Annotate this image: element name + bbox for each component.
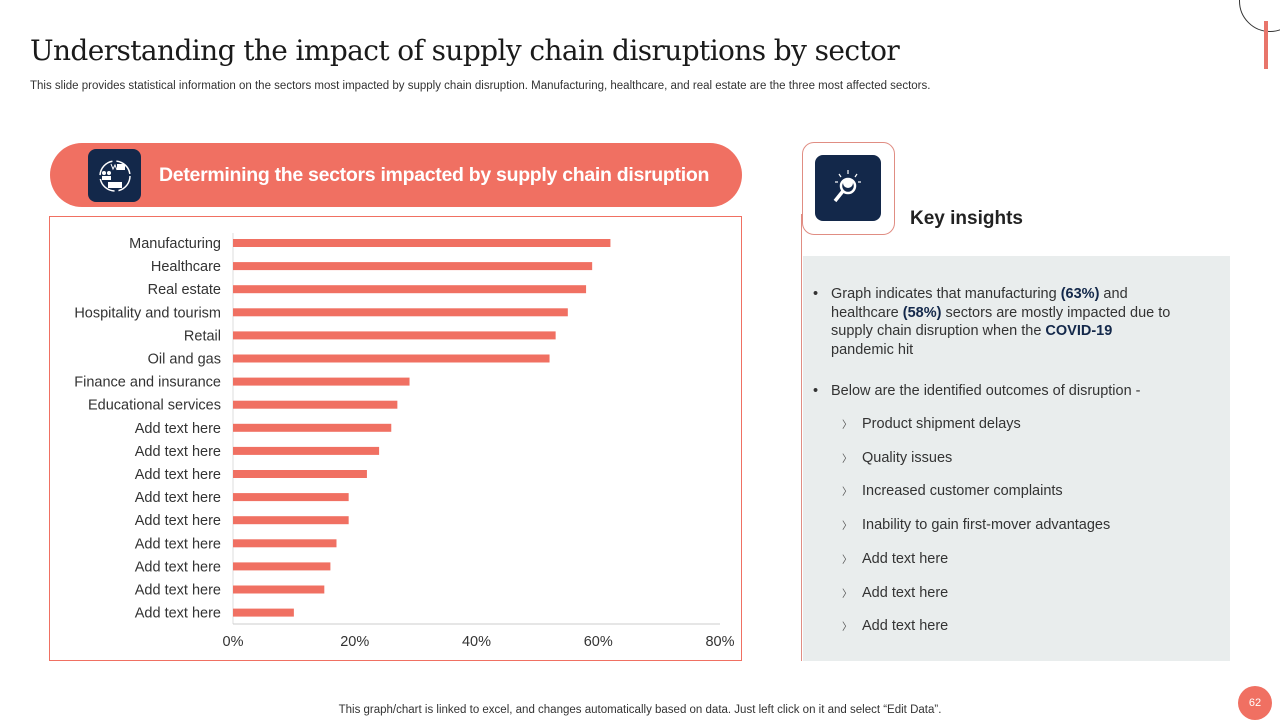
- page-subtitle: This slide provides statistical informat…: [30, 80, 931, 92]
- bar-chart: Manufacturing Healthcare Real estate Hospit…: [74, 233, 735, 650]
- key-insights-title: Key insights: [910, 208, 1023, 229]
- outcome-text: Add text here: [862, 618, 949, 635]
- bar: [233, 562, 331, 571]
- bar: [233, 331, 556, 340]
- x-tick-label: 20%: [340, 634, 369, 650]
- outcome-item: 〉 Product shipment delays: [842, 416, 1021, 432]
- chevron-right-icon: 〉: [842, 521, 852, 533]
- y-tick-label: Add text here: [135, 444, 221, 460]
- outcome-item: 〉 Add text here: [842, 551, 948, 567]
- y-tick-label: Finance and insurance: [74, 375, 221, 391]
- y-tick-label: Add text here: [135, 559, 221, 575]
- insight-bullet-2: • Below are the identified outcomes of di…: [813, 383, 1141, 399]
- y-tick-label: Educational services: [88, 398, 221, 414]
- y-tick-label: Add text here: [135, 606, 221, 622]
- footer-note: This graph/chart is linked to excel, and…: [338, 704, 942, 716]
- x-tick-label: 0%: [223, 634, 244, 650]
- chevron-right-icon: 〉: [842, 453, 852, 465]
- chevron-right-icon: 〉: [842, 622, 852, 634]
- y-tick-label: Add text here: [135, 421, 221, 437]
- bar: [233, 239, 611, 247]
- page-title: Understanding the impact of supply chain…: [30, 34, 900, 67]
- chart-container[interactable]: Manufacturing Healthcare Real estate Hospit…: [49, 216, 742, 661]
- x-tick-label: 40%: [462, 634, 491, 650]
- bar: [233, 446, 380, 455]
- outcome-text: Add text here: [862, 550, 949, 567]
- outcome-text: Quality issues: [862, 449, 953, 466]
- outcome-item: 〉 Inability to gain first-mover advantage…: [842, 517, 1110, 533]
- x-tick-label: 60%: [584, 634, 613, 650]
- bar: [233, 585, 325, 594]
- bar: [233, 308, 568, 317]
- chart-header-banner: [50, 143, 742, 207]
- outcome-text: Inability to gain first-mover advantages: [862, 517, 1111, 534]
- divider-line: [801, 214, 802, 661]
- insight-bullet-1: • Graph indicates that manufacturing (63…: [813, 286, 1171, 358]
- bar: [233, 285, 587, 294]
- y-tick-label: Add text here: [135, 467, 221, 483]
- y-tick-label: Add text here: [135, 583, 221, 599]
- y-tick-label: Hospitality and tourism: [74, 305, 221, 321]
- chevron-right-icon: 〉: [842, 420, 852, 431]
- chevron-right-icon: 〉: [842, 487, 852, 499]
- y-tick-label: Add text here: [135, 513, 221, 529]
- chevron-right-icon: 〉: [842, 554, 852, 566]
- supply-chain-icon: [88, 149, 141, 202]
- outcome-text: Product shipment delays: [862, 416, 1021, 432]
- y-tick-label: Manufacturing: [129, 236, 221, 252]
- y-tick-label: Retail: [184, 328, 221, 344]
- y-tick-label: Add text here: [135, 490, 221, 506]
- y-tick-label: Real estate: [148, 282, 221, 298]
- outcome-text: Add text here: [862, 584, 949, 601]
- outcome-item: 〉 Increased customer complaints: [842, 483, 1063, 499]
- bar: [233, 400, 398, 409]
- bar: [233, 493, 349, 502]
- outcome-text: Increased customer complaints: [862, 483, 1063, 500]
- y-tick-label: Oil and gas: [148, 352, 221, 368]
- insights-panel: [803, 256, 1230, 661]
- x-tick-label: 80%: [705, 634, 734, 650]
- bar: [233, 539, 337, 548]
- outcome-item: 〉 Add text here: [842, 585, 948, 601]
- bar: [233, 470, 367, 478]
- bar: [233, 262, 593, 271]
- bar: [233, 377, 410, 386]
- y-tick-label: Add text here: [135, 536, 221, 552]
- bar: [233, 423, 392, 432]
- bar: [233, 516, 349, 525]
- outcome-item: 〉 Quality issues: [842, 450, 952, 466]
- decorative-circle: [1239, 0, 1280, 32]
- decorative-bar: [1264, 21, 1268, 69]
- chevron-right-icon: 〉: [842, 588, 852, 600]
- bar: [233, 354, 550, 363]
- lightbulb-magnifier-icon: [815, 155, 881, 221]
- y-tick-label: Healthcare: [151, 259, 221, 275]
- bar: [233, 608, 294, 617]
- page-number: 62: [1238, 686, 1272, 720]
- chart-header-title: Determining the sectors impacted by supp…: [159, 164, 710, 186]
- outcome-item: 〉 Add text here: [842, 618, 948, 634]
